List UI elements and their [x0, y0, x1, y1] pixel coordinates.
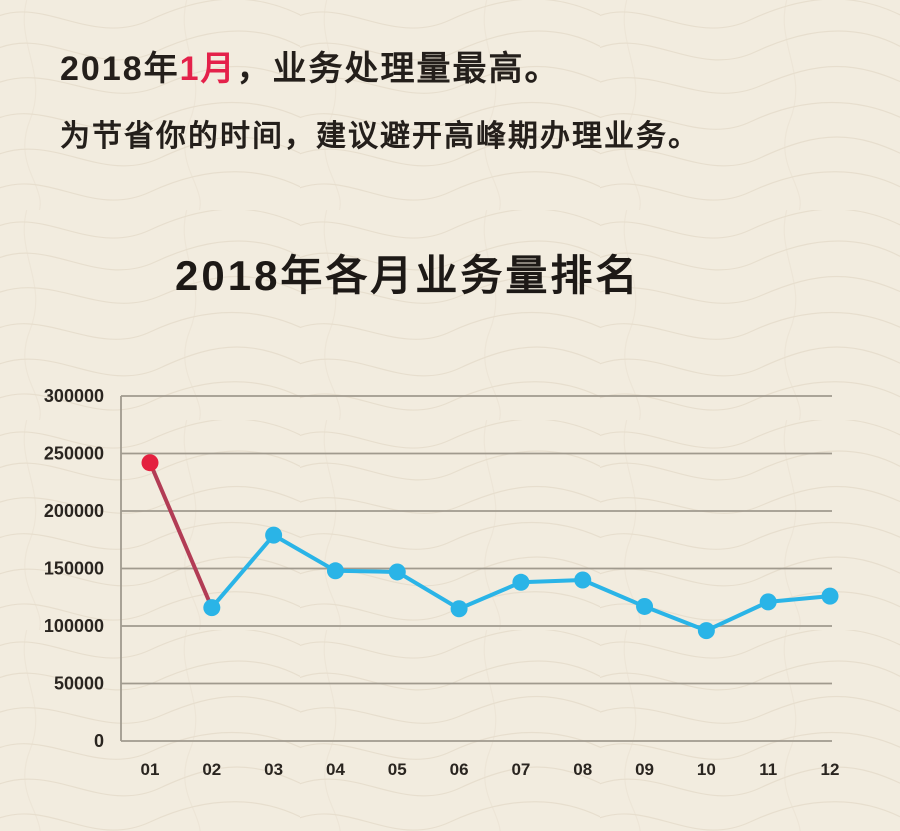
y-tick-label-300000: 300000	[44, 386, 104, 406]
x-tick-label-06: 06	[450, 760, 469, 779]
x-tick-label-07: 07	[511, 760, 530, 779]
y-tick-label-250000: 250000	[44, 444, 104, 464]
y-tick-label-0: 0	[94, 731, 104, 751]
x-tick-label-01: 01	[141, 760, 160, 779]
data-point-03	[265, 526, 283, 544]
series-segment-highlight	[148, 460, 214, 610]
data-point-01	[141, 454, 159, 472]
data-point-12	[821, 587, 839, 605]
data-point-10	[697, 622, 715, 640]
data-point-09	[636, 597, 654, 615]
x-tick-label-10: 10	[697, 760, 716, 779]
x-tick-label-02: 02	[202, 760, 221, 779]
data-point-04	[326, 562, 344, 580]
x-tick-label-04: 04	[326, 760, 345, 779]
x-tick-label-12: 12	[821, 760, 840, 779]
header-text-block: 2018年1月，业务处理量最高。 为节省你的时间，建议避开高峰期办理业务。	[60, 48, 700, 155]
data-point-11	[759, 593, 777, 611]
data-point-08	[574, 571, 592, 589]
y-tick-label-100000: 100000	[44, 616, 104, 636]
x-tick-label-03: 03	[264, 760, 283, 779]
data-point-07	[512, 573, 530, 591]
headline-year: 2018年	[60, 50, 180, 88]
y-tick-label-200000: 200000	[44, 501, 104, 521]
y-tick-label-150000: 150000	[44, 559, 104, 579]
y-tick-label-50000: 50000	[54, 674, 104, 694]
data-point-02	[203, 599, 221, 617]
data-point-06	[450, 600, 468, 618]
headline-month-highlight: 1月	[179, 50, 237, 88]
subheadline: 为节省你的时间，建议避开高峰期办理业务。	[60, 119, 700, 153]
headline-rest: ，业务处理量最高。	[236, 50, 561, 88]
x-tick-label-05: 05	[388, 760, 407, 779]
x-tick-label-08: 08	[573, 760, 592, 779]
x-tick-label-11: 11	[759, 760, 777, 779]
data-point-05	[388, 563, 406, 581]
x-tick-label-09: 09	[635, 760, 654, 779]
chart-title: 2018年各月业务量排名	[175, 252, 641, 299]
headline: 2018年1月，业务处理量最高。	[60, 48, 700, 91]
